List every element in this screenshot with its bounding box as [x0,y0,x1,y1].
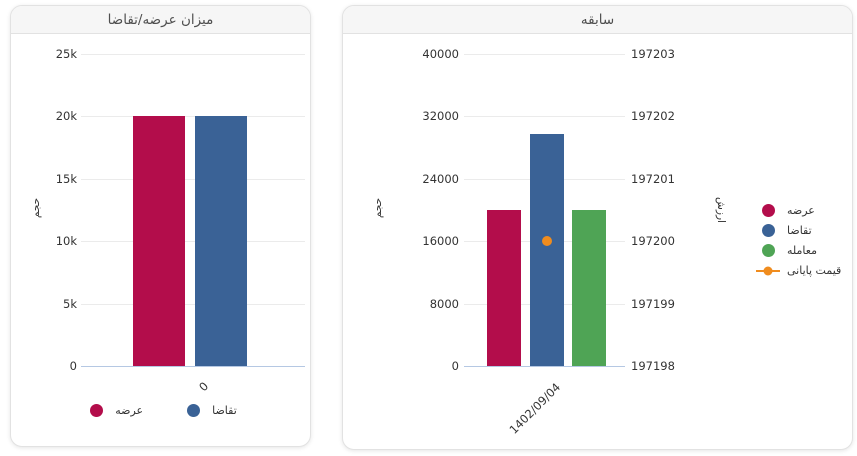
legend-item-تقاضا[interactable]: تقاضا [181,404,237,417]
y-axis-tick-label: 16000 [422,234,459,249]
legend-label: عرضه [787,204,815,217]
close-price-point [541,236,552,247]
y-axis-tick-label: 5k [63,296,77,311]
history-title: سابقه [580,11,615,28]
legend-item-قیمت پایانی[interactable]: قیمت پایانی [756,264,841,277]
history-right-yaxis-label: ارزش [714,197,727,223]
supply-demand-legend: عرضه تقاضا [11,404,310,417]
gridline [464,54,625,55]
legend-dot-icon [761,224,775,237]
close-price-legend-marker-icon [756,266,780,275]
legend-item-عرضه[interactable]: عرضه [84,404,143,417]
right-y-axis-tick-label: 197200 [631,234,675,249]
bar-معامله [572,210,606,366]
legend-dot-icon [761,204,775,217]
y-axis-tick-label: 32000 [422,109,459,124]
y-axis-tick-label: 20k [55,109,77,124]
y-axis-tick-label: 40000 [422,47,459,61]
history-legend: عرضه تقاضا معامله قیمت پایانی [756,204,841,277]
right-y-axis-tick-label: 197198 [631,359,675,373]
gridline [81,241,305,243]
bar-عرضه [487,210,521,366]
legend-dot-icon [186,404,200,417]
gridline [81,366,305,367]
history-card: سابقه 0 8000 16000 24000 32000 40000 197198 197… [342,5,853,450]
legend-label: عرضه [115,404,144,417]
bar-عرضه [133,116,185,366]
right-y-axis-tick-label: 197201 [631,171,675,186]
right-y-axis-tick-label: 197202 [631,109,675,124]
gridline [81,303,305,305]
y-axis-tick-label: 8000 [429,296,459,311]
legend-label: معامله [787,244,817,257]
y-axis-tick-label: 0 [69,359,77,373]
x-axis-tick-label: 0 [195,379,211,395]
gridline [81,54,305,55]
right-y-axis-tick-label: 197199 [631,296,675,311]
gridline [464,366,625,367]
legend-dot-icon [84,404,108,417]
y-axis-tick-label: 0 [451,359,459,373]
history-left-yaxis-label: حجم [372,197,385,219]
right-y-axis-tick-label: 197203 [631,47,675,61]
gridline [464,116,625,118]
legend-line-icon [756,266,780,275]
supply-demand-yaxis-label: حجم [30,197,43,219]
legend-dot-icon [756,224,780,237]
supply-demand-title: میزان عرضه/تقاضا [107,11,214,28]
history-card-header: سابقه [343,6,852,34]
y-axis-tick-label: 10k [55,234,77,249]
supply-demand-card: میزان عرضه/تقاضا 0 5k 10k 15k 20k 25k 0 حجم عر… [10,5,311,447]
legend-dot-icon [756,244,780,257]
legend-dot-icon [763,266,773,275]
bar-تقاضا [195,116,247,366]
x-axis-tick-label: 1402/09/04 [506,380,563,437]
legend-dot-icon [756,204,780,217]
legend-label: قیمت پایانی [787,264,842,277]
legend-item-تقاضا[interactable]: تقاضا [756,224,841,237]
legend-label: تقاضا [787,224,812,237]
gridline [81,116,305,118]
supply-demand-card-header: میزان عرضه/تقاضا [11,6,310,34]
legend-item-معامله[interactable]: معامله [756,244,841,257]
legend-label: تقاضا [212,404,237,417]
legend-item-عرضه[interactable]: عرضه [756,204,841,217]
legend-dot-icon [89,404,103,417]
legend-dot-icon [181,404,205,417]
y-axis-tick-label: 24000 [422,171,459,186]
y-axis-tick-label: 25k [55,47,77,61]
legend-dot-icon [761,244,775,257]
y-axis-tick-label: 15k [55,171,77,186]
bar-تقاضا [529,133,564,366]
gridline [81,178,305,180]
